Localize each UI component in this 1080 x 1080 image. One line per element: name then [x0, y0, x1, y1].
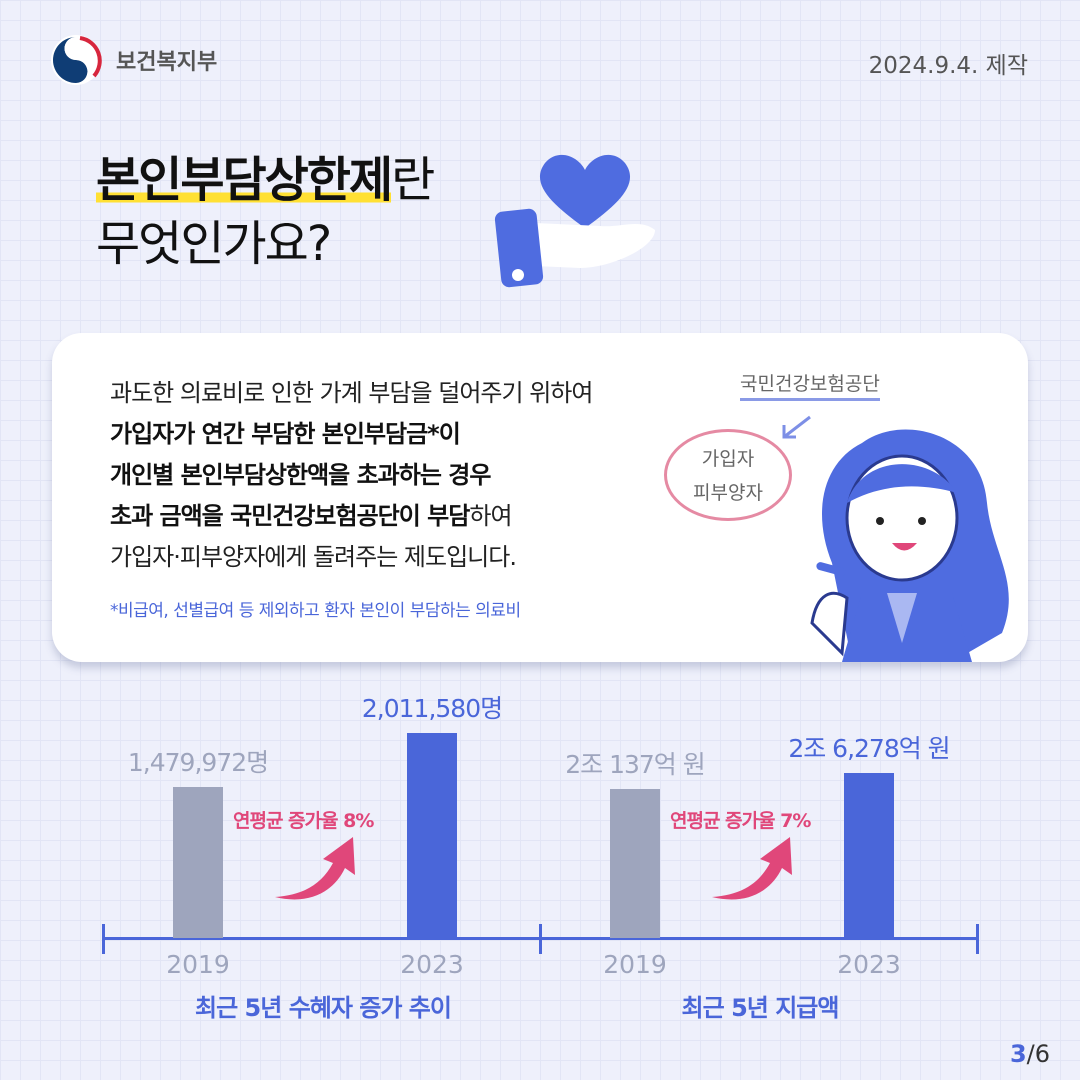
ministry-name: 보건복지부 [116, 50, 218, 75]
title-highlight: 본인부담상한제 [96, 152, 393, 208]
growth-arrow-icon [275, 837, 355, 900]
desc-line-3: 개인별 본인부담상한액을 초과하는 경우 [110, 461, 491, 489]
circle-line-2: 피부양자 [693, 482, 763, 504]
hand-heart-illustration [494, 154, 655, 288]
x-tick-label: 2023 [400, 950, 464, 979]
chart-title: 최근 5년 수혜자 증가 추이 [195, 994, 452, 1022]
bar-value-label: 1,479,972명 [127, 748, 269, 778]
pagination: 3/6 [1010, 1040, 1050, 1068]
arrow-down-left-icon [782, 415, 811, 439]
title-line2: 무엇인가요? [96, 216, 332, 272]
bar-value-label: 2,011,580명 [361, 694, 503, 723]
title-suffix: 란 [391, 152, 435, 208]
description-text: 과도한 의료비로 인한 가계 부담을 덜어주기 위하여 가입자가 연간 부담한 … [110, 373, 593, 578]
heart-icon [539, 154, 631, 228]
axis-tick [976, 924, 979, 954]
desc-line-1: 과도한 의료비로 인한 가계 부담을 덜어주기 위하여 [110, 379, 593, 407]
page-total: /6 [1026, 1040, 1050, 1068]
description-card: 과도한 의료비로 인한 가계 부담을 덜어주기 위하여 가입자가 연간 부담한 … [52, 333, 1028, 662]
growth-arrow-icon [712, 837, 792, 900]
bar-2019 [610, 789, 660, 938]
bar-2023 [844, 773, 894, 938]
x-tick-label: 2023 [837, 950, 901, 979]
x-axis-line [103, 937, 540, 940]
x-tick-label: 2019 [166, 950, 230, 979]
bar-value-label: 2조 137억 원 [565, 750, 706, 779]
footnote: *비급여, 선별급여 등 제외하고 환자 본인이 부담하는 의료비 [110, 601, 521, 621]
growth-annotation: 연평균 증가율 7% [670, 810, 811, 832]
bar-2023 [407, 733, 457, 938]
taegeuk-logo-icon [51, 35, 102, 85]
desc-line-4-rest: 하여 [469, 502, 512, 530]
chart-title: 최근 5년 지급액 [681, 994, 840, 1022]
desc-line-5: 가입자·피부양자에게 돌려주는 제도입니다. [110, 543, 517, 571]
ministry-logo-group: 보건복지부 [50, 34, 217, 86]
circle-line-1: 가입자 [701, 448, 755, 470]
axis-tick [102, 924, 105, 954]
page-current: 3 [1009, 1040, 1027, 1068]
production-date: 2024.9.4. 제작 [868, 53, 1028, 79]
x-tick-label: 2019 [603, 950, 667, 979]
axis-tick [539, 924, 542, 954]
growth-annotation: 연평균 증가율 8% [233, 810, 374, 832]
bar-2019 [173, 787, 223, 938]
desc-line-4: 초과 금액을 국민건강보험공단이 부담하여 [110, 496, 592, 537]
x-axis-line [540, 937, 977, 940]
bar-value-label: 2조 6,278억 원 [788, 734, 950, 763]
circle-label: 가입자 피부양자 [664, 429, 792, 521]
desc-line-4-bold: 초과 금액을 국민건강보험공단이 부담 [110, 502, 470, 530]
page-title: 본인부담상한제란 무엇인가요? [96, 148, 435, 276]
agency-label: 국민건강보험공단 [740, 369, 880, 401]
desc-line-2: 가입자가 연간 부담한 본인부담금*이 [110, 420, 461, 448]
woman-illustration [810, 429, 1009, 662]
